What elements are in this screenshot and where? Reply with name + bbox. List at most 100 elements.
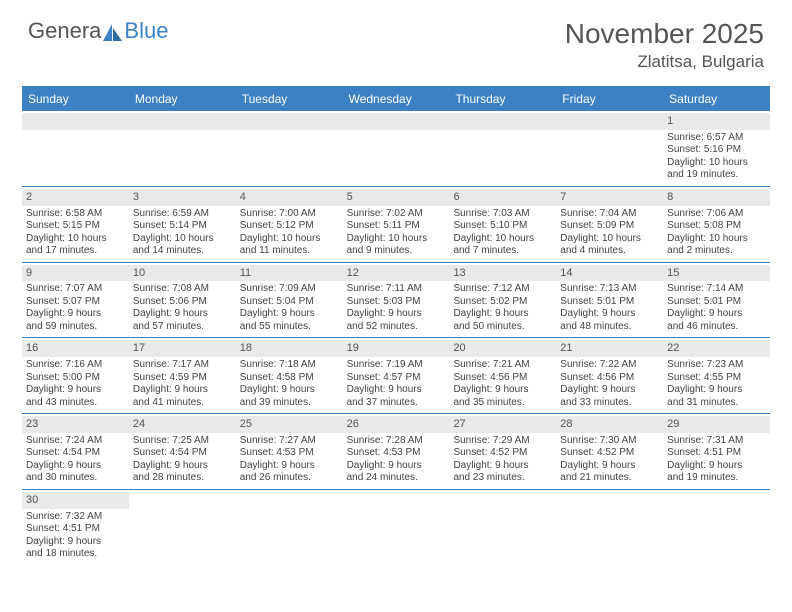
day-cell: 27Sunrise: 7:29 AMSunset: 4:52 PMDayligh…: [449, 414, 556, 489]
day-cell: 13Sunrise: 7:12 AMSunset: 5:02 PMDayligh…: [449, 263, 556, 338]
sunset-text: Sunset: 4:54 PM: [26, 447, 125, 460]
day-cell: 11Sunrise: 7:09 AMSunset: 5:04 PMDayligh…: [236, 263, 343, 338]
daylight-text: Daylight: 10 hours: [560, 233, 659, 246]
sunset-text: Sunset: 4:54 PM: [133, 447, 232, 460]
day-cell: 20Sunrise: 7:21 AMSunset: 4:56 PMDayligh…: [449, 338, 556, 413]
sunrise-text: Sunrise: 7:18 AM: [240, 359, 339, 372]
sunrise-text: Sunrise: 7:24 AM: [26, 435, 125, 448]
day-header: Wednesday: [343, 88, 450, 111]
week-row: 9Sunrise: 7:07 AMSunset: 5:07 PMDaylight…: [22, 263, 770, 339]
day-header: Monday: [129, 88, 236, 111]
sunset-text: Sunset: 4:52 PM: [453, 447, 552, 460]
daylight-text: Daylight: 10 hours: [26, 233, 125, 246]
day-number: 23: [22, 416, 129, 433]
day-number: 14: [556, 265, 663, 282]
empty-daynum: [449, 113, 556, 130]
daylight-text: Daylight: 9 hours: [240, 308, 339, 321]
title-block: November 2025 Zlatitsa, Bulgaria: [565, 18, 764, 72]
sunset-text: Sunset: 5:03 PM: [347, 296, 446, 309]
sunrise-text: Sunrise: 7:14 AM: [667, 283, 766, 296]
daylight-text: and 52 minutes.: [347, 321, 446, 334]
sunset-text: Sunset: 5:15 PM: [26, 220, 125, 233]
sunrise-text: Sunrise: 7:02 AM: [347, 208, 446, 221]
sunrise-text: Sunrise: 7:03 AM: [453, 208, 552, 221]
day-number: 20: [449, 340, 556, 357]
day-cell: 2Sunrise: 6:58 AMSunset: 5:15 PMDaylight…: [22, 187, 129, 262]
daylight-text: and 26 minutes.: [240, 472, 339, 485]
sunrise-text: Sunrise: 7:07 AM: [26, 283, 125, 296]
sunset-text: Sunset: 5:12 PM: [240, 220, 339, 233]
day-number: 26: [343, 416, 450, 433]
sunrise-text: Sunrise: 7:25 AM: [133, 435, 232, 448]
daylight-text: Daylight: 9 hours: [347, 308, 446, 321]
sunrise-text: Sunrise: 7:19 AM: [347, 359, 446, 372]
empty-daynum: [556, 113, 663, 130]
daylight-text: and 31 minutes.: [667, 397, 766, 410]
daylight-text: Daylight: 9 hours: [667, 308, 766, 321]
sunrise-text: Sunrise: 6:59 AM: [133, 208, 232, 221]
day-cell: 26Sunrise: 7:28 AMSunset: 4:53 PMDayligh…: [343, 414, 450, 489]
logo: Genera Blue: [28, 18, 168, 44]
day-cell: 12Sunrise: 7:11 AMSunset: 5:03 PMDayligh…: [343, 263, 450, 338]
daylight-text: and 37 minutes.: [347, 397, 446, 410]
sunrise-text: Sunrise: 7:23 AM: [667, 359, 766, 372]
sunrise-text: Sunrise: 7:29 AM: [453, 435, 552, 448]
empty-cell: [663, 490, 770, 565]
sunset-text: Sunset: 4:55 PM: [667, 372, 766, 385]
daylight-text: and 50 minutes.: [453, 321, 552, 334]
daylight-text: and 21 minutes.: [560, 472, 659, 485]
day-header: Sunday: [22, 88, 129, 111]
sunrise-text: Sunrise: 7:22 AM: [560, 359, 659, 372]
day-cell: 14Sunrise: 7:13 AMSunset: 5:01 PMDayligh…: [556, 263, 663, 338]
day-number: 16: [22, 340, 129, 357]
daylight-text: and 14 minutes.: [133, 245, 232, 258]
day-cell: 30Sunrise: 7:32 AMSunset: 4:51 PMDayligh…: [22, 490, 129, 565]
daylight-text: and 55 minutes.: [240, 321, 339, 334]
empty-cell: [129, 111, 236, 186]
day-cell: 8Sunrise: 7:06 AMSunset: 5:08 PMDaylight…: [663, 187, 770, 262]
day-number: 1: [663, 113, 770, 130]
sunrise-text: Sunrise: 7:11 AM: [347, 283, 446, 296]
sunrise-text: Sunrise: 7:09 AM: [240, 283, 339, 296]
sunset-text: Sunset: 4:57 PM: [347, 372, 446, 385]
daylight-text: and 28 minutes.: [133, 472, 232, 485]
sunset-text: Sunset: 4:51 PM: [26, 523, 125, 536]
week-row: 23Sunrise: 7:24 AMSunset: 4:54 PMDayligh…: [22, 414, 770, 490]
day-cell: 19Sunrise: 7:19 AMSunset: 4:57 PMDayligh…: [343, 338, 450, 413]
daylight-text: and 46 minutes.: [667, 321, 766, 334]
day-cell: 1Sunrise: 6:57 AMSunset: 5:16 PMDaylight…: [663, 111, 770, 186]
daylight-text: Daylight: 9 hours: [26, 460, 125, 473]
sunset-text: Sunset: 5:06 PM: [133, 296, 232, 309]
daylight-text: Daylight: 10 hours: [133, 233, 232, 246]
empty-cell: [343, 490, 450, 565]
day-number: 30: [22, 492, 129, 509]
day-number: 21: [556, 340, 663, 357]
empty-cell: [556, 111, 663, 186]
daylight-text: and 17 minutes.: [26, 245, 125, 258]
day-number: 5: [343, 189, 450, 206]
daylight-text: Daylight: 9 hours: [347, 384, 446, 397]
daylight-text: and 24 minutes.: [347, 472, 446, 485]
logo-text-1: Genera: [28, 18, 101, 44]
sunset-text: Sunset: 5:01 PM: [667, 296, 766, 309]
sunrise-text: Sunrise: 7:08 AM: [133, 283, 232, 296]
sunset-text: Sunset: 4:56 PM: [560, 372, 659, 385]
sunrise-text: Sunrise: 7:06 AM: [667, 208, 766, 221]
day-cell: 7Sunrise: 7:04 AMSunset: 5:09 PMDaylight…: [556, 187, 663, 262]
day-number: 28: [556, 416, 663, 433]
sunrise-text: Sunrise: 7:27 AM: [240, 435, 339, 448]
daylight-text: Daylight: 9 hours: [240, 384, 339, 397]
sunrise-text: Sunrise: 7:28 AM: [347, 435, 446, 448]
daylight-text: Daylight: 10 hours: [347, 233, 446, 246]
day-number: 3: [129, 189, 236, 206]
daylight-text: Daylight: 9 hours: [133, 308, 232, 321]
daylight-text: and 39 minutes.: [240, 397, 339, 410]
daylight-text: Daylight: 10 hours: [240, 233, 339, 246]
daylight-text: and 35 minutes.: [453, 397, 552, 410]
day-cell: 6Sunrise: 7:03 AMSunset: 5:10 PMDaylight…: [449, 187, 556, 262]
daylight-text: Daylight: 9 hours: [26, 384, 125, 397]
empty-cell: [236, 490, 343, 565]
sunset-text: Sunset: 5:01 PM: [560, 296, 659, 309]
daylight-text: Daylight: 9 hours: [667, 384, 766, 397]
week-row: 16Sunrise: 7:16 AMSunset: 5:00 PMDayligh…: [22, 338, 770, 414]
